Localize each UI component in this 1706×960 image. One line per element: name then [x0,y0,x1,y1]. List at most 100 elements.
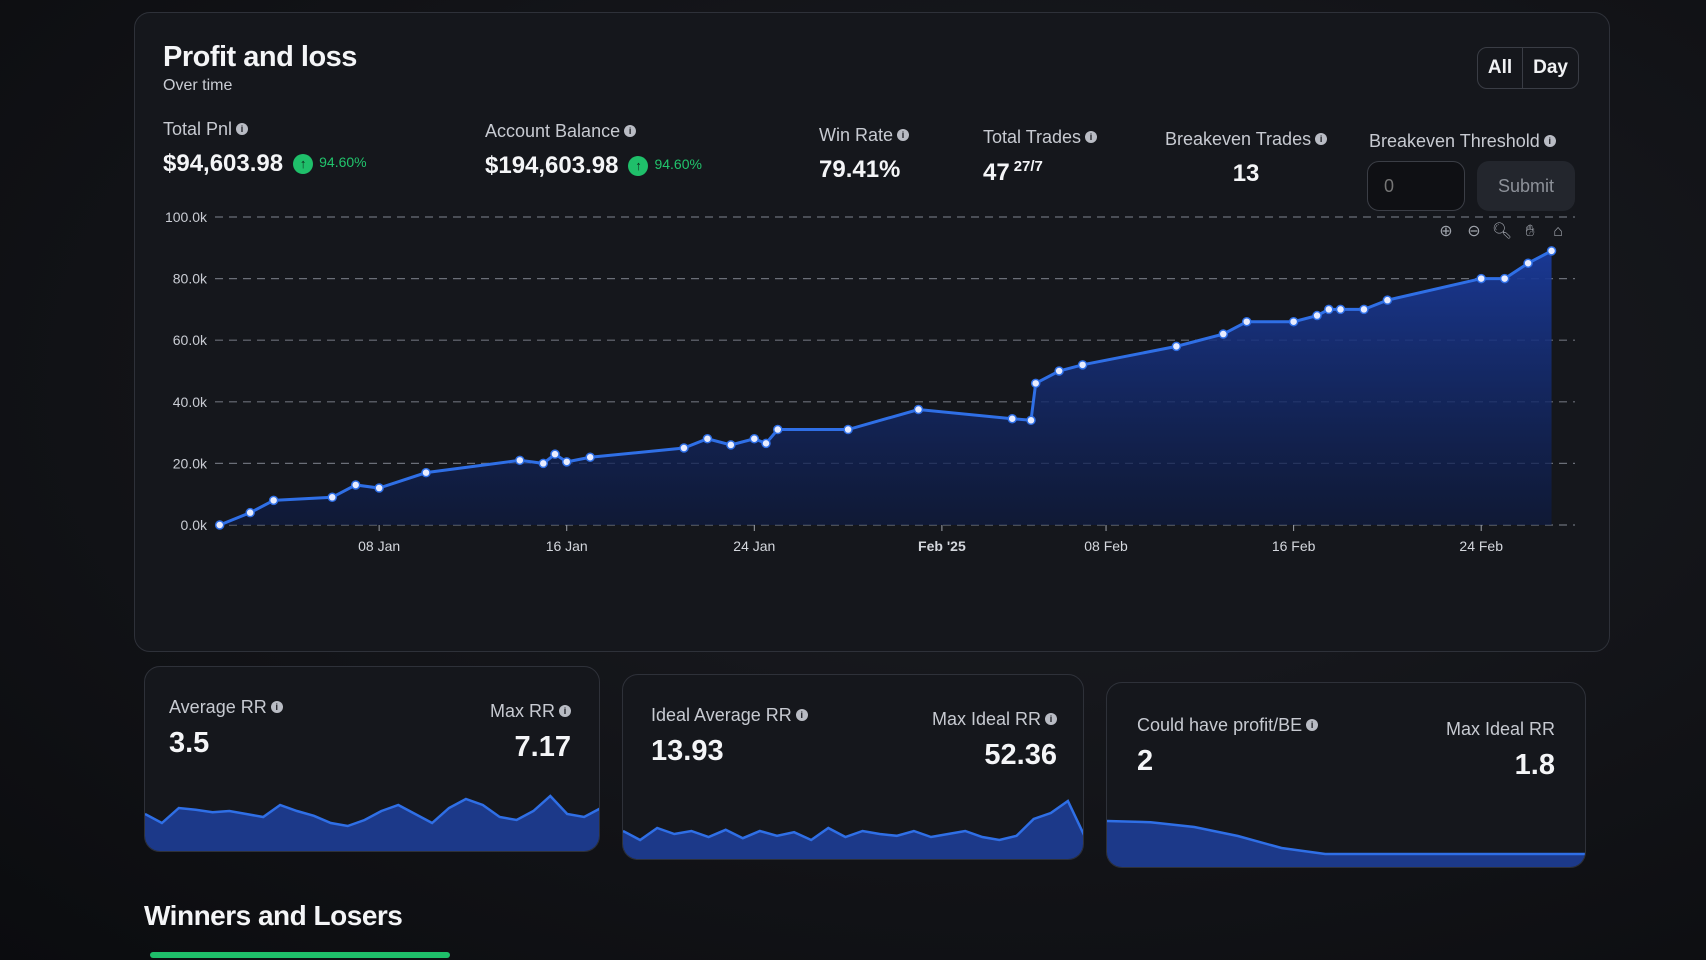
arrow-up-icon: ↑ [293,154,314,174]
x-tick-label: 16 Jan [546,538,588,554]
data-point [268,495,279,506]
sparkline-area [1107,821,1585,867]
data-point [421,467,431,478]
sparkline-area [145,796,599,851]
data-point [1026,415,1036,426]
stat-breakeven-threshold: Breakeven Threshold i [1369,131,1556,152]
info-icon[interactable]: i [1085,131,1098,143]
sparkline-area [623,801,1083,859]
data-point [761,438,771,449]
data-point [550,449,560,459]
data-point [1523,258,1533,268]
average-rr-sparkline [145,794,599,851]
data-point [1312,310,1322,321]
data-point [1476,273,1486,284]
info-icon[interactable]: i [1306,719,1319,731]
zoom-out-icon[interactable]: ⊖ [1467,223,1481,240]
win-rate-value: 79.41% [819,156,901,183]
data-point [1171,341,1182,352]
could-have-sparkline [1107,819,1585,867]
data-point [561,457,572,467]
ideal-average-rr-card: Ideal Average RR i 13.93 Max Ideal RR i 52… [622,674,1084,860]
data-point [585,452,595,462]
data-point [515,455,525,466]
x-tick-label: 08 Feb [1084,538,1128,554]
data-point [1382,295,1393,305]
data-point [679,443,689,453]
info-icon[interactable]: i [1543,135,1556,147]
ideal-average-rr-value: 13.93 [651,735,724,767]
total-trades-value: 47 [983,159,1010,186]
breakeven-threshold-label: Breakeven Threshold [1369,131,1540,151]
account-balance-pct: 94.60% [654,156,702,172]
data-point [538,458,549,469]
average-rr-value: 3.5 [169,727,210,759]
info-icon[interactable]: i [1045,713,1057,725]
pnl-chart: 0.0k 20.0k 40.0k 60.0k 80.0k 100.0k 08 Jan 16 J… [165,209,1575,554]
ideal-average-rr-sparkline [623,799,1083,859]
breakeven-threshold-input[interactable] [1367,161,1465,211]
max-ideal-rr-value: 52.36 [984,739,1057,771]
average-rr-label: Average RR [169,697,267,717]
data-point [843,424,853,435]
data-point [1218,329,1229,339]
stat-total-pnl: Total Pnl i $94,603.98 ↑ 94.60% [163,119,367,178]
series-area [219,250,1552,525]
info-icon[interactable]: i [897,129,910,141]
data-point [1288,316,1299,327]
sparkline-line [145,794,599,828]
toggle-day-button[interactable]: Day [1522,48,1578,88]
info-icon[interactable]: i [559,705,571,717]
data-point [350,480,361,490]
stat-win-rate: Win Rate i 79.41% [819,125,910,184]
total-trades-split: 27/7 [1013,158,1043,175]
could-have-label: Could have profit/BE [1137,715,1303,735]
data-point [1499,273,1510,284]
data-point [374,483,384,493]
pan-hand-icon[interactable]: ✋︎ [1525,223,1535,240]
stat-account-balance: Account Balance i $194,603.98 ↑ 94.60% [485,121,702,180]
info-icon[interactable]: i [270,701,283,713]
info-icon[interactable]: i [624,125,637,137]
data-point [913,404,924,415]
arrow-up-icon: ↑ [628,156,649,176]
y-tick-label: 20.0k [173,455,208,471]
x-tick-label: 08 Jan [358,538,400,554]
y-tick-label: 60.0k [173,332,208,348]
submit-button[interactable]: Submit [1477,161,1575,211]
x-tick-label: 24 Feb [1459,538,1503,554]
zoom-in-icon[interactable]: ⊕ [1439,223,1453,240]
account-balance-label: Account Balance [485,121,621,141]
info-icon[interactable]: i [1315,133,1328,145]
home-reset-icon[interactable]: ⌂ [1553,223,1563,240]
info-icon[interactable]: i [236,123,249,135]
stat-total-trades: Total Trades i 47 27/7 [983,127,1098,187]
data-point [702,434,713,444]
pnl-card: Profit and loss Over time All Day Total … [134,12,1610,652]
toggle-all-button[interactable]: All [1487,57,1513,78]
y-tick-label: 100.0k [165,209,208,225]
data-point [1241,316,1252,327]
average-rr-card: Average RR i 3.5 Max RR i 7.17 [144,666,600,852]
sparkline-line [623,799,1083,842]
data-point [214,520,225,530]
total-pnl-pct: 94.60% [319,154,367,170]
info-icon[interactable]: i [795,709,808,721]
breakeven-trades-value: 13 [1232,160,1260,187]
y-tick-label: 40.0k [173,394,208,410]
could-have-value: 2 [1137,745,1154,777]
ideal-average-rr-label: Ideal Average RR [651,705,792,725]
pnl-title: Profit and loss [163,41,357,73]
could-have-profit-card: Could have profit/BE i 2 Max Ideal RR 1.8 [1106,682,1586,868]
account-balance-value: $194,603.98 [485,152,619,179]
data-point [1030,378,1041,389]
max-ideal-rr-label: Max Ideal RR [931,709,1041,729]
x-tick-label: Feb '25 [918,538,966,554]
data-point [1546,246,1557,256]
winners-losers-title: Winners and Losers [144,900,403,931]
data-point [1335,304,1346,315]
zoom-select-icon[interactable]: 🔍︎ [1491,223,1513,240]
max-rr-label: Max RR [489,701,555,721]
data-point [1324,304,1334,315]
pnl-subtitle: Over time [163,77,233,94]
